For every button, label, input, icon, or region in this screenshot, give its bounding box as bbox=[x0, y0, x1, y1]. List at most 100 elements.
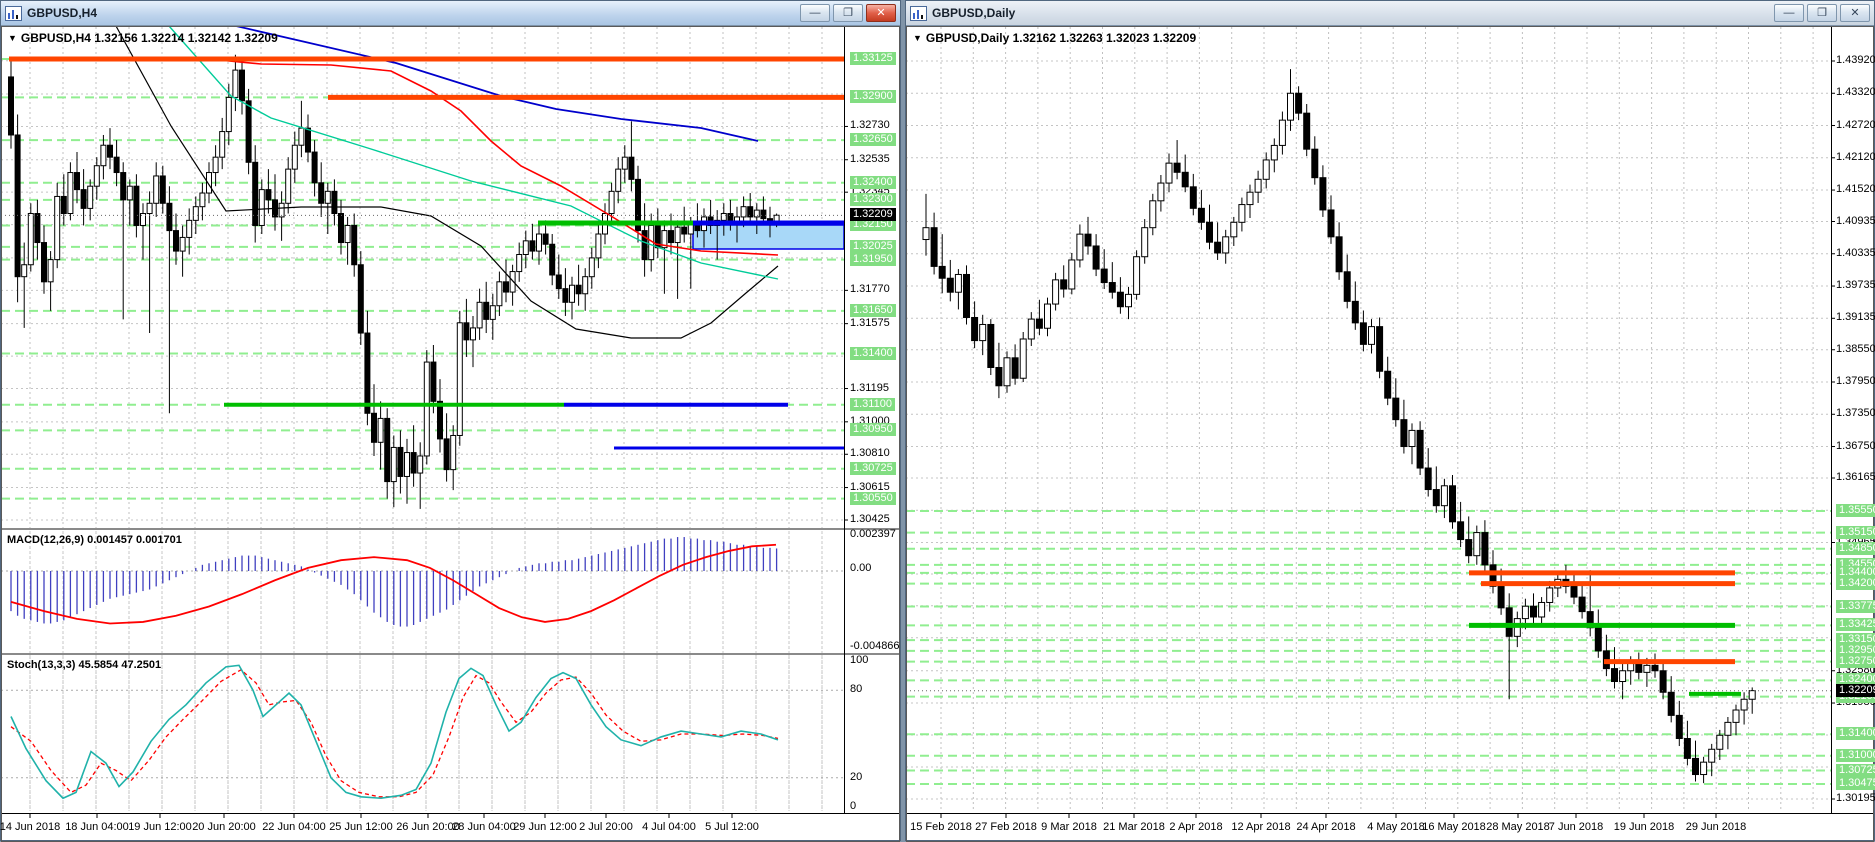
symbol-dropdown-arrow[interactable]: ▼ bbox=[8, 33, 17, 43]
time-label: 19 Jun 2018 bbox=[1613, 821, 1675, 833]
chart-window-daily[interactable]: GBPUSD,Daily — ❐ ✕ ▼ GBPUSD,Daily 1.32162… bbox=[905, 0, 1875, 842]
time-label: 28 Jun 04:00 bbox=[452, 821, 516, 833]
price-label: 1.32730 bbox=[850, 119, 890, 132]
price-label: 1.37350 bbox=[1836, 407, 1875, 420]
time-label: 24 Apr 2018 bbox=[1296, 821, 1356, 833]
close-button[interactable]: ✕ bbox=[1840, 4, 1870, 22]
price-label: 1.31195 bbox=[850, 381, 889, 394]
price-label: 1.36750 bbox=[1836, 439, 1875, 452]
stoch-scale-label: 100 bbox=[850, 654, 869, 666]
price-level-label: 1.31400 bbox=[1836, 727, 1875, 741]
time-label: 29 Jun 2018 bbox=[1685, 821, 1747, 833]
time-label: 4 Jul 04:00 bbox=[642, 821, 696, 833]
macd-indicator-label: MACD(12,26,9) 0.001457 0.001701 bbox=[7, 534, 182, 546]
price-label: 1.31575 bbox=[850, 316, 890, 329]
stoch-indicator-label: Stoch(13,3,3) 45.5854 47.2501 bbox=[7, 659, 162, 671]
time-label: 4 May 2018 bbox=[1367, 821, 1425, 833]
price-label: 1.43920 bbox=[1836, 54, 1875, 66]
time-label: 26 Jun 20:00 bbox=[396, 821, 460, 833]
candles-layer bbox=[922, 69, 1756, 784]
stoch-main-line bbox=[10, 664, 779, 800]
price-level-label: 1.34400 bbox=[1836, 565, 1875, 579]
price-level-label: 1.32300 bbox=[850, 192, 896, 206]
stoch-scale-label: 0 bbox=[850, 800, 857, 812]
price-level-label: 1.31100 bbox=[850, 397, 895, 411]
price-level-label: 1.34200 bbox=[1836, 576, 1875, 590]
price-level-label: 1.32750 bbox=[1836, 654, 1875, 668]
titlebar-daily[interactable]: GBPUSD,Daily — ❐ ✕ bbox=[906, 1, 1874, 26]
time-label: 5 Jul 12:00 bbox=[705, 821, 759, 833]
price-level-label: 1.30725 bbox=[850, 461, 896, 475]
price-level-label: 1.35150 bbox=[1836, 525, 1875, 539]
window-title-h4: GBPUSD,H4 bbox=[27, 6, 98, 20]
price-level-label: 1.32950 bbox=[1836, 643, 1875, 657]
ma-blue bbox=[235, 25, 759, 142]
stoch-scale-label: 20 bbox=[850, 771, 863, 783]
chart-window-h4[interactable]: GBPUSD,H4 — ❐ ✕ ▼ GBPUSD,H4 1.32156 1.322… bbox=[0, 0, 901, 842]
price-level-label: 1.30475 bbox=[1836, 776, 1875, 790]
time-label: 29 Jun 12:00 bbox=[513, 821, 577, 833]
price-level-label: 1.32150 bbox=[850, 218, 896, 232]
price-level-label: 1.32025 bbox=[850, 239, 896, 253]
time-label: 7 Jun 2018 bbox=[1548, 821, 1604, 833]
chart-icon bbox=[910, 5, 927, 21]
price-label: 1.30615 bbox=[850, 480, 890, 493]
drawn-lines-layer[interactable] bbox=[906, 570, 1831, 696]
pane-separator[interactable] bbox=[1, 653, 900, 655]
price-label: 1.31770 bbox=[850, 283, 890, 296]
titlebar-h4[interactable]: GBPUSD,H4 — ❐ ✕ bbox=[1, 1, 900, 26]
price-level-label: 1.32400 bbox=[1836, 673, 1875, 687]
quote-line-h4[interactable]: ▼ GBPUSD,H4 1.32156 1.32214 1.32142 1.322… bbox=[8, 31, 278, 45]
price-level-label: 1.32900 bbox=[850, 90, 896, 104]
price-level-label: 1.30950 bbox=[850, 423, 896, 437]
price-level-label: 1.33425 bbox=[1836, 618, 1875, 632]
minimize-button[interactable]: — bbox=[800, 4, 830, 22]
time-label: 9 Mar 2018 bbox=[1041, 821, 1097, 833]
macd-histogram bbox=[10, 537, 778, 627]
symbol-dropdown-arrow[interactable]: ▼ bbox=[913, 33, 922, 43]
quote-line-daily[interactable]: ▼ GBPUSD,Daily 1.32162 1.32263 1.32023 1.… bbox=[913, 31, 1197, 45]
close-button[interactable]: ✕ bbox=[866, 4, 896, 22]
restore-button[interactable]: ❐ bbox=[833, 4, 863, 22]
time-label: 19 Jun 12:00 bbox=[128, 821, 192, 833]
time-label: 28 May 2018 bbox=[1486, 821, 1550, 833]
price-level-label: 1.31000 bbox=[1836, 748, 1875, 762]
price-level-label: 1.31400 bbox=[850, 346, 896, 360]
price-label: 1.32535 bbox=[850, 152, 890, 165]
restore-button[interactable]: ❐ bbox=[1807, 4, 1837, 22]
price-label: 1.36165 bbox=[1836, 470, 1875, 483]
time-label: 18 Jun 04:00 bbox=[65, 821, 129, 833]
time-label: 20 Jun 20:00 bbox=[192, 821, 256, 833]
price-level-label: 1.31950 bbox=[850, 252, 896, 266]
time-label: 16 May 2018 bbox=[1422, 821, 1486, 833]
chart-canvas-daily[interactable] bbox=[906, 1, 1874, 842]
macd-scale-label: 0.00 bbox=[850, 562, 872, 574]
time-label: 14 Jun 2018 bbox=[0, 821, 61, 833]
time-label: 2 Jul 20:00 bbox=[579, 821, 633, 833]
price-level-label: 1.33125 bbox=[850, 52, 896, 65]
price-label: 1.40935 bbox=[1836, 214, 1875, 227]
price-level-label: 1.35550 bbox=[1836, 504, 1875, 518]
level-lines-layer bbox=[906, 510, 1831, 785]
price-level-label: 1.33150 bbox=[1836, 633, 1875, 647]
macd-scale-label: -0.004866 bbox=[850, 640, 900, 652]
chart-canvas-h4[interactable] bbox=[1, 1, 900, 842]
level-lines-layer bbox=[1, 58, 845, 500]
price-level-label: 1.32650 bbox=[850, 133, 896, 147]
time-label: 27 Feb 2018 bbox=[975, 821, 1037, 833]
price-label: 1.30810 bbox=[850, 447, 890, 460]
price-label: 1.42120 bbox=[1836, 150, 1875, 163]
price-level-label: 1.31650 bbox=[850, 303, 896, 317]
price-level-label: 1.30725 bbox=[1836, 763, 1875, 777]
minimize-button[interactable]: — bbox=[1774, 4, 1804, 22]
price-label: 1.39135 bbox=[1836, 311, 1875, 324]
candles-layer bbox=[8, 54, 780, 509]
drawn-lines-layer[interactable] bbox=[1, 56, 844, 450]
price-level-label: 1.32400 bbox=[850, 175, 896, 189]
price-label: 1.43320 bbox=[1836, 86, 1875, 99]
stoch-scale-label: 80 bbox=[850, 683, 863, 695]
ma-red bbox=[197, 57, 779, 256]
pane-separator[interactable] bbox=[1, 528, 900, 530]
price-label: 1.30195 bbox=[1836, 792, 1875, 804]
chart-icon bbox=[5, 5, 22, 21]
